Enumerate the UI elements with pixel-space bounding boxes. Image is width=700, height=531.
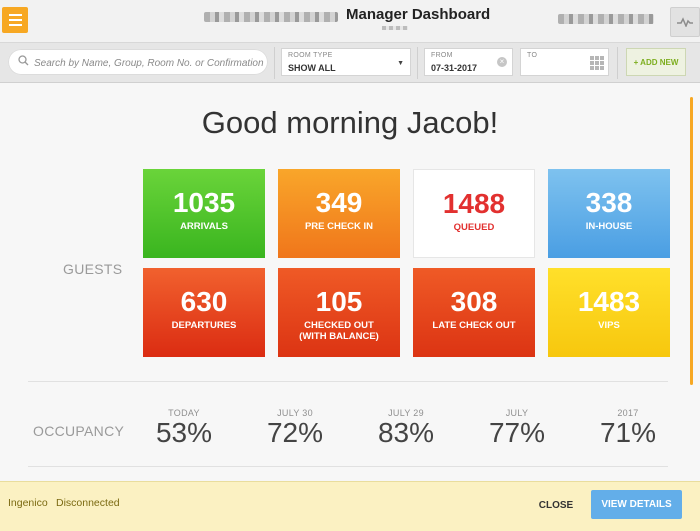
tile-in-house[interactable]: 338 IN-HOUSE bbox=[548, 169, 670, 258]
occupancy-july: JULY 77% bbox=[472, 408, 562, 449]
tile-value: 338 bbox=[585, 187, 633, 218]
tile-label: VIPS bbox=[598, 320, 620, 331]
clear-icon[interactable]: × bbox=[497, 57, 507, 67]
close-button[interactable]: CLOSE bbox=[538, 499, 574, 511]
from-value: 07-31-2017 bbox=[431, 63, 478, 73]
device-status: Disconnected bbox=[56, 497, 120, 509]
to-label: TO bbox=[527, 52, 538, 59]
filter-bar: ROOM TYPE SHOW ALL ▼ FROM 07-31-2017 × T… bbox=[0, 43, 700, 83]
tile-late-check-out[interactable]: 308 LATE CHECK OUT bbox=[413, 268, 535, 357]
search-input[interactable] bbox=[32, 53, 266, 73]
tile-sublabel: (WITH BALANCE) bbox=[299, 331, 379, 342]
occupancy-period: TODAY bbox=[168, 408, 200, 418]
room-type-value: SHOW ALL bbox=[288, 63, 336, 73]
tile-value: 308 bbox=[450, 286, 498, 317]
tile-label: DEPARTURES bbox=[171, 320, 237, 331]
tile-value: 1488 bbox=[442, 188, 506, 219]
tile-queued[interactable]: 1488 QUEUED bbox=[413, 169, 535, 258]
activity-icon[interactable] bbox=[670, 7, 700, 37]
divider bbox=[417, 47, 418, 79]
menu-icon[interactable] bbox=[2, 7, 28, 33]
greeting: Good morning Jacob! bbox=[201, 105, 499, 140]
occupancy-july-30: JULY 30 72% bbox=[250, 408, 340, 449]
tile-value: 105 bbox=[315, 286, 363, 317]
top-bar: Manager Dashboard bbox=[0, 0, 700, 43]
caret-down-icon: ▼ bbox=[397, 60, 404, 67]
divider bbox=[28, 381, 668, 382]
occupancy-period: JULY bbox=[505, 408, 529, 418]
occupancy-july-29: JULY 29 83% bbox=[361, 408, 451, 449]
redacted-hotel-name bbox=[204, 12, 338, 22]
room-type-select[interactable]: ROOM TYPE SHOW ALL ▼ bbox=[281, 48, 411, 76]
occupancy-period: 2017 bbox=[617, 408, 639, 418]
tile-label: LATE CHECK OUT bbox=[432, 320, 516, 331]
from-label: FROM bbox=[431, 52, 453, 59]
occupancy-period: JULY 30 bbox=[277, 408, 313, 418]
guests-label: GUESTS bbox=[63, 261, 123, 277]
divider bbox=[617, 47, 618, 79]
divider bbox=[274, 47, 275, 79]
occupancy-value: 72% bbox=[266, 417, 324, 448]
search-icon bbox=[18, 55, 29, 66]
tile-value: 1035 bbox=[172, 187, 236, 218]
from-date-field[interactable]: FROM 07-31-2017 × bbox=[424, 48, 513, 76]
tile-checked-out[interactable]: 105 CHECKED OUT (WITH BALANCE) bbox=[278, 268, 400, 357]
tile-departures[interactable]: 630 DEPARTURES bbox=[143, 268, 265, 357]
occupancy-value: 77% bbox=[488, 417, 546, 448]
occupancy-value: 71% bbox=[599, 417, 657, 448]
tile-arrivals[interactable]: 1035 ARRIVALS bbox=[143, 169, 265, 258]
calendar-icon[interactable] bbox=[590, 56, 604, 70]
view-details-button[interactable]: VIEW DETAILS bbox=[591, 490, 682, 519]
add-new-button[interactable]: + ADD NEW bbox=[626, 48, 686, 76]
tile-label: CHECKED OUT bbox=[304, 320, 374, 331]
device-status-bar: Ingenico Disconnected CLOSE VIEW DETAILS bbox=[0, 481, 700, 531]
occupancy-value: 83% bbox=[377, 417, 435, 448]
tile-value: 349 bbox=[315, 187, 363, 218]
search-box bbox=[8, 49, 268, 75]
tile-value: 630 bbox=[180, 286, 228, 317]
scrollbar[interactable] bbox=[690, 97, 693, 385]
device-name: Ingenico bbox=[8, 497, 48, 509]
room-type-label: ROOM TYPE bbox=[288, 52, 333, 59]
redacted-user-name bbox=[558, 14, 654, 24]
tile-label: QUEUED bbox=[453, 222, 495, 233]
tile-label: IN-HOUSE bbox=[585, 221, 633, 232]
occupancy-value: 53% bbox=[155, 417, 213, 448]
tile-label: PRE CHECK IN bbox=[304, 221, 374, 232]
dashboard-content: Good morning Jacob! GUESTS 1035 ARRIVALS… bbox=[0, 83, 700, 480]
tile-pre-check-in[interactable]: 349 PRE CHECK IN bbox=[278, 169, 400, 258]
occupancy-today: TODAY 53% bbox=[139, 408, 229, 449]
redacted-subtitle bbox=[382, 26, 408, 30]
divider bbox=[28, 466, 668, 467]
page-title: Manager Dashboard bbox=[346, 6, 491, 23]
tile-value: 1483 bbox=[577, 286, 641, 317]
tile-label: ARRIVALS bbox=[180, 221, 228, 232]
occupancy-label: OCCUPANCY bbox=[33, 423, 125, 439]
to-date-field[interactable]: TO bbox=[520, 48, 609, 76]
tile-vips[interactable]: 1483 VIPS bbox=[548, 268, 670, 357]
occupancy-period: JULY 29 bbox=[388, 408, 424, 418]
occupancy-2017: 2017 71% bbox=[583, 408, 673, 449]
